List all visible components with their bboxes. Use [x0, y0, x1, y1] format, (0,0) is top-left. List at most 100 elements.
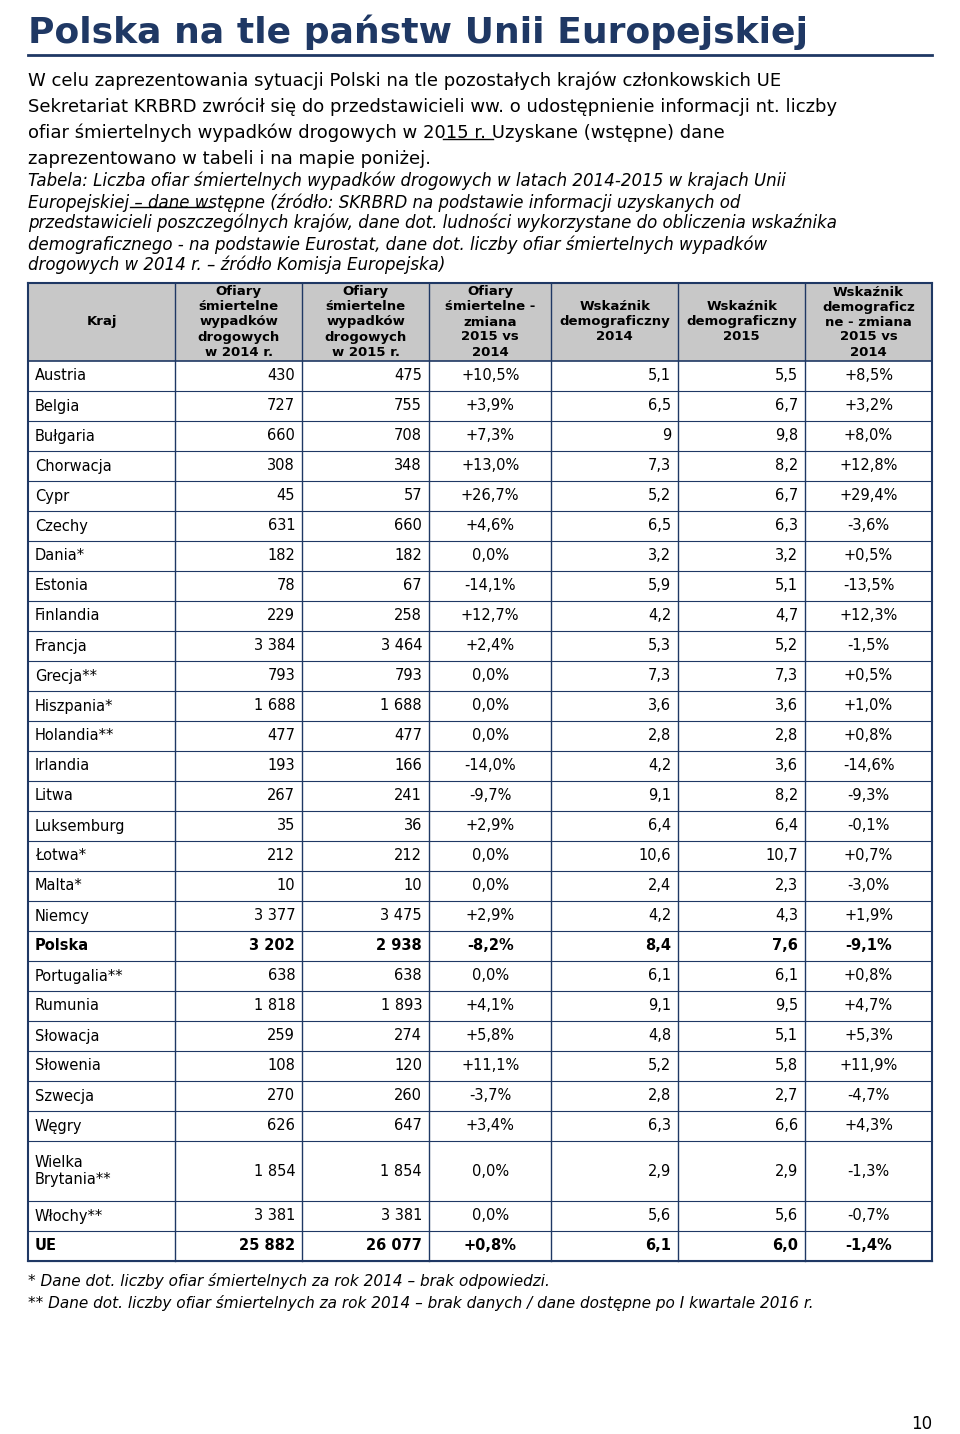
Text: +0,5%: +0,5% [844, 668, 893, 684]
Text: 793: 793 [268, 668, 295, 684]
Text: -8,2%: -8,2% [467, 938, 514, 954]
Text: -14,0%: -14,0% [465, 759, 516, 773]
Text: 3 381: 3 381 [253, 1209, 295, 1223]
Text: 6,4: 6,4 [648, 819, 671, 833]
Text: 2,9: 2,9 [648, 1163, 671, 1179]
Text: 4,3: 4,3 [775, 909, 798, 923]
Text: Ofiary
śmiertelne
wypadków
drogowych
w 2014 r.: Ofiary śmiertelne wypadków drogowych w 2… [198, 285, 279, 358]
Text: 57: 57 [403, 489, 422, 503]
Text: +2,4%: +2,4% [466, 638, 515, 654]
Text: +8,5%: +8,5% [844, 369, 893, 383]
Text: 10: 10 [911, 1415, 932, 1433]
Text: -3,7%: -3,7% [469, 1088, 512, 1104]
Text: 35: 35 [276, 819, 295, 833]
Text: 0,0%: 0,0% [471, 1163, 509, 1179]
Bar [28, 961, 932, 991]
Text: 6,5: 6,5 [648, 399, 671, 413]
Text: 7,3: 7,3 [775, 668, 798, 684]
Bar [28, 1111, 932, 1141]
Bar [28, 391, 932, 422]
Text: 0,0%: 0,0% [471, 698, 509, 714]
Bar [28, 511, 932, 541]
Bar [28, 1141, 932, 1202]
Text: 10,7: 10,7 [765, 849, 798, 863]
Bar [28, 901, 932, 931]
Text: Wskaźnik
demograficzny
2014: Wskaźnik demograficzny 2014 [560, 301, 670, 344]
Text: Francja: Francja [35, 638, 87, 654]
Text: Chorwacja: Chorwacja [35, 459, 111, 473]
Text: 475: 475 [395, 369, 422, 383]
Text: 7,3: 7,3 [648, 459, 671, 473]
Text: 6,3: 6,3 [648, 1119, 671, 1133]
Text: -3,6%: -3,6% [848, 519, 890, 533]
Text: +4,7%: +4,7% [844, 998, 893, 1014]
Text: -14,6%: -14,6% [843, 759, 895, 773]
Text: Węgry: Węgry [35, 1119, 83, 1133]
Text: 67: 67 [403, 578, 422, 594]
Text: przedstawicieli poszczególnych krajów, dane dot. ludności wykorzystane do oblicz: przedstawicieli poszczególnych krajów, d… [28, 214, 837, 232]
Text: 3 464: 3 464 [380, 638, 422, 654]
Text: 4,7: 4,7 [775, 608, 798, 624]
Text: Szwecja: Szwecja [35, 1088, 94, 1104]
Text: 36: 36 [403, 819, 422, 833]
Text: Niemcy: Niemcy [35, 909, 90, 923]
Text: 78: 78 [276, 578, 295, 594]
Text: 6,7: 6,7 [775, 489, 798, 503]
Bar [28, 751, 932, 782]
Text: +1,0%: +1,0% [844, 698, 893, 714]
Text: 2,8: 2,8 [648, 728, 671, 743]
Bar [28, 601, 932, 631]
Text: 0,0%: 0,0% [471, 668, 509, 684]
Text: 0,0%: 0,0% [471, 1209, 509, 1223]
Text: 3,2: 3,2 [648, 548, 671, 564]
Text: 3 475: 3 475 [380, 909, 422, 923]
Text: ofiar śmiertelnych wypadków drogowych w 2015 r. Uzyskane (wstępne) dane: ofiar śmiertelnych wypadków drogowych w … [28, 123, 725, 142]
Text: +0,7%: +0,7% [844, 849, 893, 863]
Bar [28, 631, 932, 661]
Text: Polska: Polska [35, 938, 89, 954]
Text: Słowenia: Słowenia [35, 1058, 101, 1074]
Text: +2,9%: +2,9% [466, 909, 515, 923]
Text: 8,4: 8,4 [645, 938, 671, 954]
Text: Irlandia: Irlandia [35, 759, 90, 773]
Text: Słowacja: Słowacja [35, 1028, 100, 1044]
Text: +3,9%: +3,9% [466, 399, 515, 413]
Text: 4,2: 4,2 [648, 608, 671, 624]
Text: -14,1%: -14,1% [465, 578, 516, 594]
Text: Belgia: Belgia [35, 399, 81, 413]
Text: +0,8%: +0,8% [464, 1239, 516, 1253]
Text: +3,2%: +3,2% [844, 399, 893, 413]
Text: 308: 308 [268, 459, 295, 473]
Text: -1,4%: -1,4% [845, 1239, 892, 1253]
Text: Łotwa*: Łotwa* [35, 849, 86, 863]
Text: 5,1: 5,1 [648, 369, 671, 383]
Text: 3,6: 3,6 [775, 759, 798, 773]
Text: UE: UE [35, 1239, 57, 1253]
Text: * Dane dot. liczby ofiar śmiertelnych za rok 2014 – brak odpowiedzi.: * Dane dot. liczby ofiar śmiertelnych za… [28, 1273, 550, 1289]
Text: +0,8%: +0,8% [844, 728, 893, 743]
Text: Bułgaria: Bułgaria [35, 429, 96, 443]
Text: +11,1%: +11,1% [461, 1058, 519, 1074]
Text: Kraj: Kraj [86, 315, 117, 328]
Text: 626: 626 [267, 1119, 295, 1133]
Text: 0,0%: 0,0% [471, 879, 509, 893]
Text: -1,5%: -1,5% [848, 638, 890, 654]
Text: 1 818: 1 818 [253, 998, 295, 1014]
Text: 5,2: 5,2 [775, 638, 798, 654]
Text: 660: 660 [267, 429, 295, 443]
Text: 9: 9 [662, 429, 671, 443]
Text: 755: 755 [395, 399, 422, 413]
Text: 1 893: 1 893 [380, 998, 422, 1014]
Bar [28, 721, 932, 751]
Text: 1 688: 1 688 [380, 698, 422, 714]
Text: 182: 182 [395, 548, 422, 564]
Text: -4,7%: -4,7% [848, 1088, 890, 1104]
Bar [28, 571, 932, 601]
Text: Polska na tle państw Unii Europejskiej: Polska na tle państw Unii Europejskiej [28, 14, 808, 50]
Text: 793: 793 [395, 668, 422, 684]
Bar [28, 1051, 932, 1081]
Text: +12,8%: +12,8% [839, 459, 898, 473]
Text: 6,6: 6,6 [775, 1119, 798, 1133]
Bar [28, 1202, 932, 1230]
Text: 4,2: 4,2 [648, 909, 671, 923]
